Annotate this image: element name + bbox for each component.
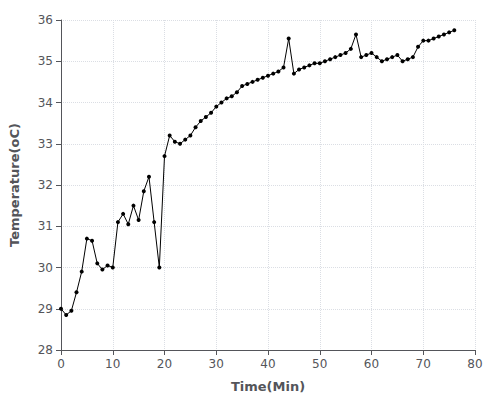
svg-text:40: 40 bbox=[260, 357, 275, 371]
svg-text:0: 0 bbox=[57, 357, 65, 371]
svg-text:60: 60 bbox=[364, 357, 379, 371]
svg-text:29: 29 bbox=[38, 302, 53, 316]
svg-text:35: 35 bbox=[38, 54, 53, 68]
svg-text:50: 50 bbox=[312, 357, 327, 371]
svg-text:10: 10 bbox=[105, 357, 120, 371]
svg-text:30: 30 bbox=[209, 357, 224, 371]
svg-text:32: 32 bbox=[38, 178, 53, 192]
svg-text:34: 34 bbox=[38, 96, 53, 110]
svg-text:Time(Min): Time(Min) bbox=[231, 379, 305, 394]
svg-text:28: 28 bbox=[38, 343, 53, 357]
svg-text:70: 70 bbox=[416, 357, 431, 371]
svg-text:33: 33 bbox=[38, 137, 53, 151]
svg-text:30: 30 bbox=[38, 261, 53, 275]
svg-text:20: 20 bbox=[157, 357, 172, 371]
svg-text:Temperature(oC): Temperature(oC) bbox=[7, 123, 22, 247]
svg-text:31: 31 bbox=[38, 219, 53, 233]
svg-text:80: 80 bbox=[467, 357, 482, 371]
svg-text:36: 36 bbox=[38, 13, 53, 27]
